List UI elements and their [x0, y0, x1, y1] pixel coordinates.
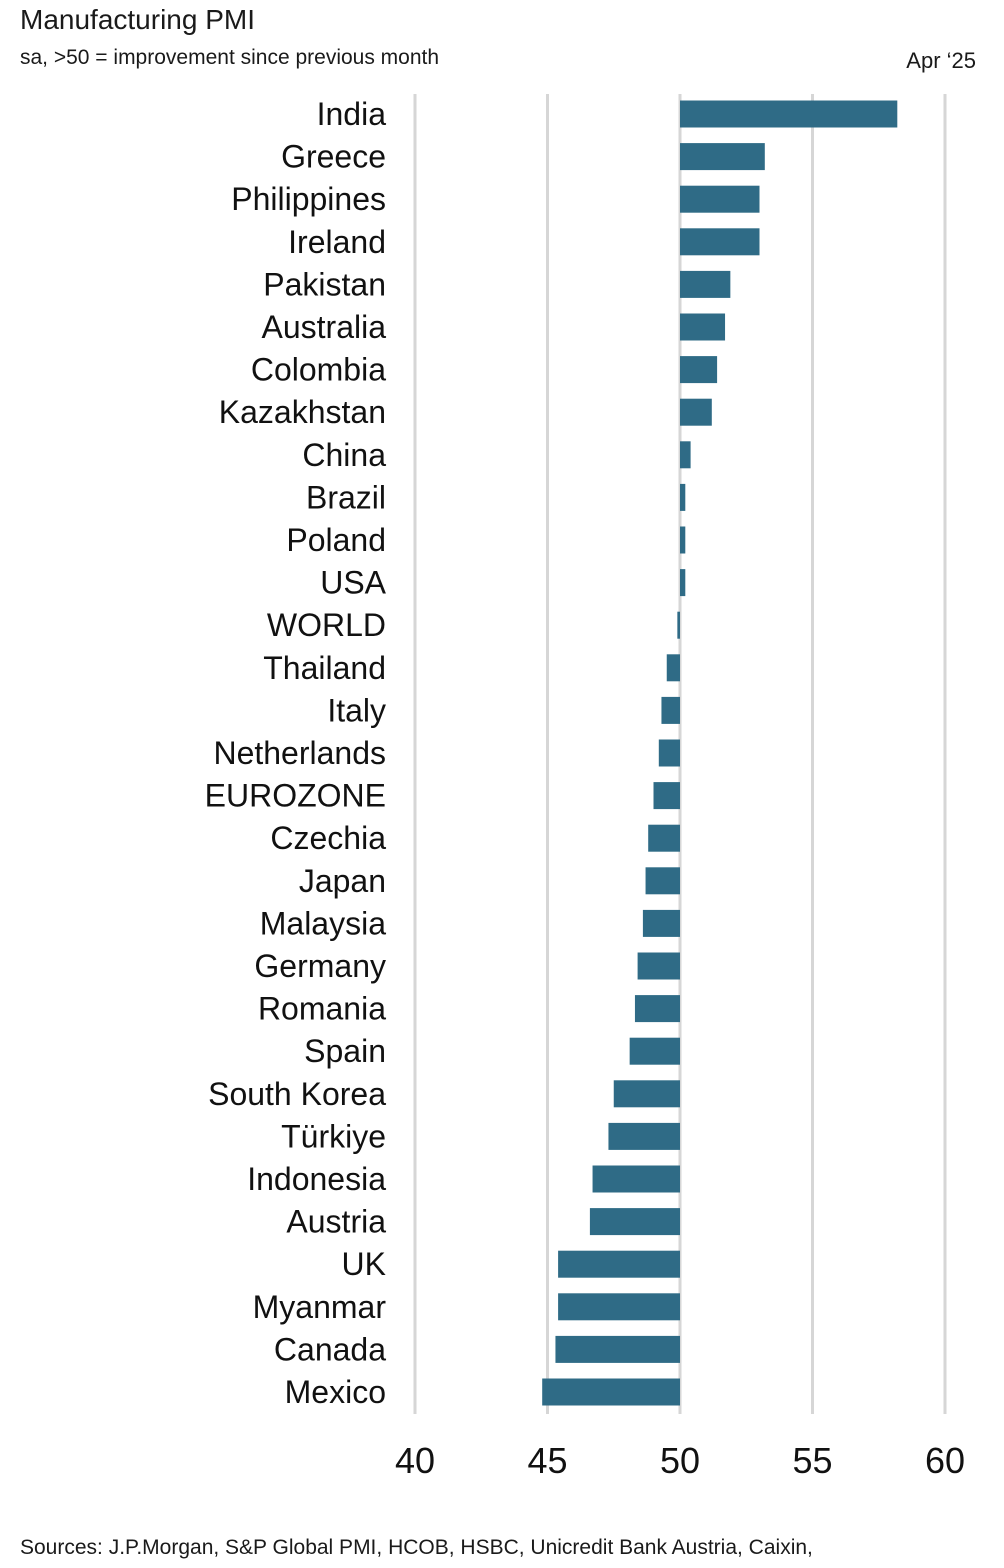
bar-ireland	[680, 228, 760, 256]
bar-germany	[637, 952, 680, 980]
sources-note: Sources: J.P.Morgan, S&P Global PMI, HCO…	[20, 1536, 813, 1559]
bar-usa	[680, 569, 686, 597]
bar-world	[677, 611, 680, 639]
category-label: Malaysia	[260, 905, 386, 941]
bar-poland	[680, 526, 686, 554]
category-label: Brazil	[306, 479, 386, 515]
category-label: Japan	[299, 863, 386, 899]
category-label: Spain	[304, 1033, 386, 1069]
category-label: WORLD	[267, 607, 386, 643]
bar-japan	[645, 867, 680, 895]
bar-t-rkiye	[608, 1122, 680, 1150]
bar-myanmar	[558, 1293, 680, 1321]
bar-uk	[558, 1250, 680, 1278]
category-label: Myanmar	[253, 1289, 387, 1325]
bar-colombia	[680, 356, 718, 384]
bar-china	[680, 441, 691, 469]
category-label: Thailand	[263, 650, 386, 686]
bar-romania	[634, 995, 680, 1023]
date-label: Apr ‘25	[906, 48, 976, 73]
category-label: Philippines	[231, 181, 386, 217]
category-label: Italy	[327, 692, 386, 728]
x-tick-label: 45	[527, 1440, 567, 1481]
bar-spain	[629, 1037, 680, 1065]
bar-eurozone	[653, 782, 680, 810]
category-label: India	[317, 96, 387, 132]
category-label: Greece	[281, 139, 386, 175]
category-labels: India Greece Philippines Ireland Pakistan Aus…	[205, 96, 387, 1410]
category-label: USA	[320, 565, 386, 601]
bar-greece	[680, 143, 765, 171]
chart-subtitle: sa, >50 = improvement since previous mon…	[20, 46, 440, 69]
bar-pakistan	[680, 270, 731, 298]
bar-indonesia	[592, 1165, 680, 1193]
category-label: Mexico	[285, 1374, 386, 1410]
category-label: Austria	[286, 1204, 386, 1240]
x-tick-label: 55	[792, 1440, 832, 1481]
category-label: China	[302, 437, 386, 473]
category-label: Czechia	[270, 820, 386, 856]
bar-italy	[661, 696, 680, 724]
chart-title: Manufacturing PMI	[20, 4, 255, 35]
category-label: Indonesia	[247, 1161, 386, 1197]
bar-austria	[589, 1208, 680, 1236]
bar-malaysia	[642, 909, 680, 937]
bar-canada	[555, 1335, 680, 1363]
bar-brazil	[680, 483, 686, 511]
x-tick-label: 40	[395, 1440, 435, 1481]
category-label: Romania	[258, 991, 386, 1027]
bar-kazakhstan	[680, 398, 712, 426]
category-label: Germany	[254, 948, 386, 984]
bar-south-korea	[613, 1080, 680, 1108]
x-tick-label: 60	[925, 1440, 965, 1481]
category-label: Colombia	[251, 352, 386, 388]
category-label: South Korea	[208, 1076, 386, 1112]
bar-czechia	[648, 824, 680, 852]
bar-mexico	[542, 1378, 680, 1406]
category-label: EUROZONE	[205, 778, 386, 814]
category-label: Ireland	[288, 224, 386, 260]
category-label: Canada	[274, 1331, 386, 1367]
category-label: Pakistan	[263, 266, 386, 302]
category-label: UK	[342, 1246, 386, 1282]
bar-australia	[680, 313, 726, 341]
bar-netherlands	[658, 739, 680, 767]
bars	[542, 100, 898, 1406]
x-axis-ticks: 40 45 50 55 60	[395, 1440, 965, 1481]
bar-philippines	[680, 185, 760, 213]
category-label: Netherlands	[213, 735, 386, 771]
x-tick-label: 50	[660, 1440, 700, 1481]
category-label: Türkiye	[281, 1118, 386, 1154]
bar-india	[680, 100, 898, 128]
category-label: Australia	[262, 309, 387, 345]
category-label: Kazakhstan	[219, 394, 386, 430]
category-label: Poland	[286, 522, 386, 558]
bar-thailand	[666, 654, 680, 682]
